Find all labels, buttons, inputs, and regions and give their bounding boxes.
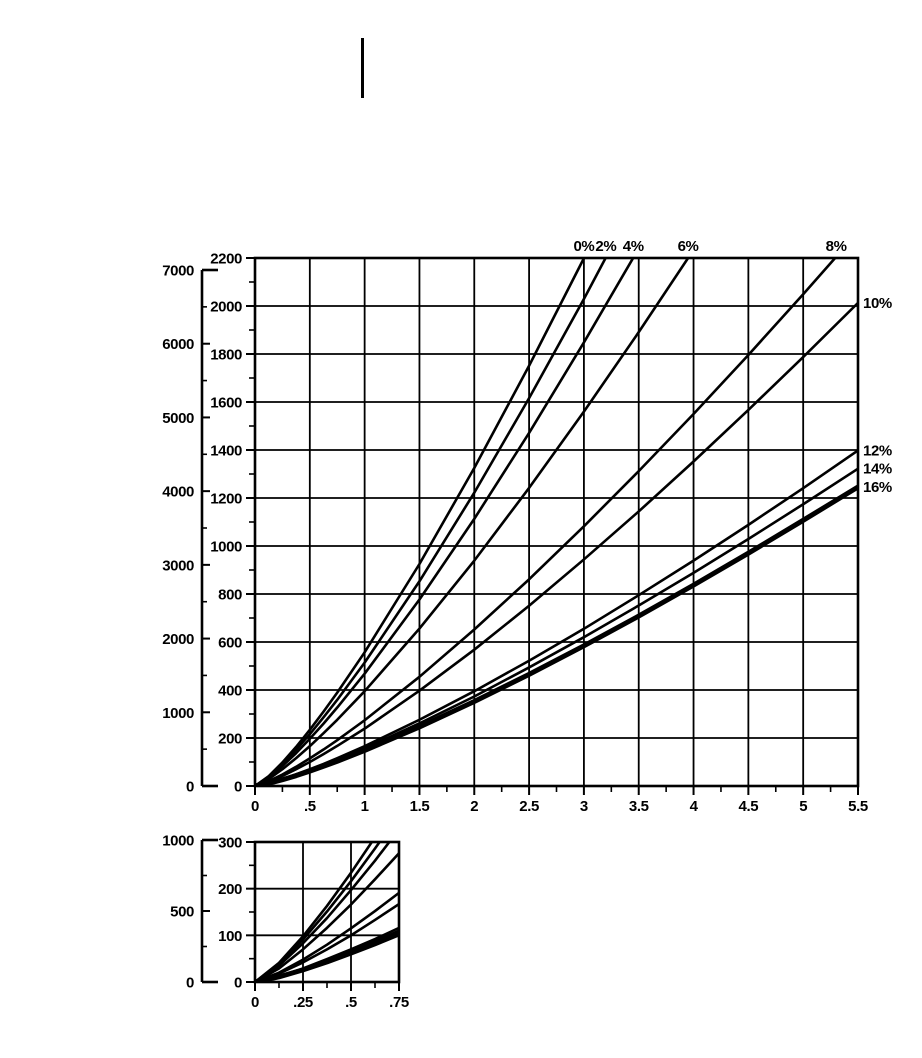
stray-vertical-mark	[361, 38, 364, 98]
x-tick-label: 4.5	[739, 798, 759, 815]
series-label-6%: 6%	[678, 238, 699, 255]
series-line-4%	[254, 257, 636, 787]
y-inner-tick-label: 800	[218, 587, 242, 604]
x-tick-label: 5.5	[848, 798, 868, 815]
series-line-2%	[254, 257, 608, 787]
y-outer-tick-label: 3000	[162, 557, 194, 574]
y-outer-tick-label: 5000	[162, 410, 194, 427]
x-tick-label: 4	[690, 798, 699, 815]
x-tick-label: 2.5	[519, 798, 539, 815]
series-label-10%: 10%	[863, 295, 892, 312]
series-label-14%: 14%	[863, 461, 892, 478]
series-line-4%	[254, 841, 392, 983]
x-tick-label: 2	[470, 798, 478, 815]
y-outer-tick-label: 0	[186, 779, 194, 796]
series-label-4%: 4%	[623, 238, 644, 255]
series-label-2%: 2%	[595, 238, 616, 255]
series-label-12%: 12%	[863, 442, 892, 459]
x-tick-label: .25	[293, 994, 313, 1011]
series-line-0%	[254, 841, 375, 983]
y-outer-tick-label: 1000	[162, 833, 194, 850]
series-label-16%: 16%	[863, 479, 892, 496]
x-tick-label: 3.5	[629, 798, 649, 815]
x-tick-label: .75	[389, 994, 409, 1011]
x-tick-label: .5	[345, 994, 357, 1011]
y-inner-tick-label: 0	[234, 779, 242, 796]
x-tick-label: .5	[304, 798, 316, 815]
y-inner-tick-label: 2000	[210, 299, 242, 316]
x-tick-label: 5	[799, 798, 807, 815]
series-line-10%	[254, 301, 859, 787]
x-tick-label: 3	[580, 798, 588, 815]
y-inner-tick-label: 200	[218, 881, 242, 898]
y-inner-tick-label: 300	[218, 835, 242, 852]
y-outer-tick-label: 4000	[162, 484, 194, 501]
series-line-0%	[254, 257, 586, 787]
chart-main: 0 .5 1 1.5 2 2.5 3 3.5 4 4.5 5 5.5 0 200 400 600 800 1000…	[162, 238, 892, 815]
x-tick-label: 1	[361, 798, 369, 815]
y-inner-tick-label: 1800	[210, 347, 242, 364]
y-inner-tick-label: 0	[234, 975, 242, 992]
y-inner-tick-label: 1600	[210, 395, 242, 412]
plot-border	[253, 256, 860, 788]
y-inner-tick-label: 400	[218, 683, 242, 700]
series-line-6%	[254, 257, 691, 787]
y-outer-tick-label: 1000	[162, 705, 194, 722]
y-outer-tick-label: 7000	[162, 263, 194, 280]
series-line-2%	[254, 841, 382, 983]
y-outer-tick-label: 6000	[162, 336, 194, 353]
x-tick-label: 0	[251, 798, 259, 815]
series-label-8%: 8%	[826, 238, 847, 255]
series-line-8%	[254, 257, 838, 787]
y-outer-tick-label: 500	[170, 904, 194, 921]
y-inner-tick-label: 200	[218, 731, 242, 748]
y-inner-tick-label: 2200	[210, 251, 242, 268]
series-group	[254, 841, 400, 983]
series-line-16%	[254, 931, 400, 983]
y-inner-tick-label: 100	[218, 928, 242, 945]
x-tick-label: 1.5	[410, 798, 430, 815]
y-outer-tick-label: 2000	[162, 631, 194, 648]
series-line-10%	[254, 902, 400, 983]
y-inner-tick-label: 600	[218, 635, 242, 652]
series-label-0%: 0%	[573, 238, 594, 255]
y-inner-tick-label: 1000	[210, 539, 242, 556]
series-line-16%	[254, 484, 859, 787]
y-inner-tick-label: 1200	[210, 491, 242, 508]
x-tick-label: 0	[251, 994, 259, 1011]
y-outer-tick-label: 0	[186, 975, 194, 992]
series-group	[254, 257, 859, 787]
y-inner-tick-label: 1400	[210, 443, 242, 460]
chart-inset: 0 .25 .5 .75 0 100 200 300 0 500 1000	[162, 833, 409, 1012]
series-line-6%	[254, 851, 400, 983]
